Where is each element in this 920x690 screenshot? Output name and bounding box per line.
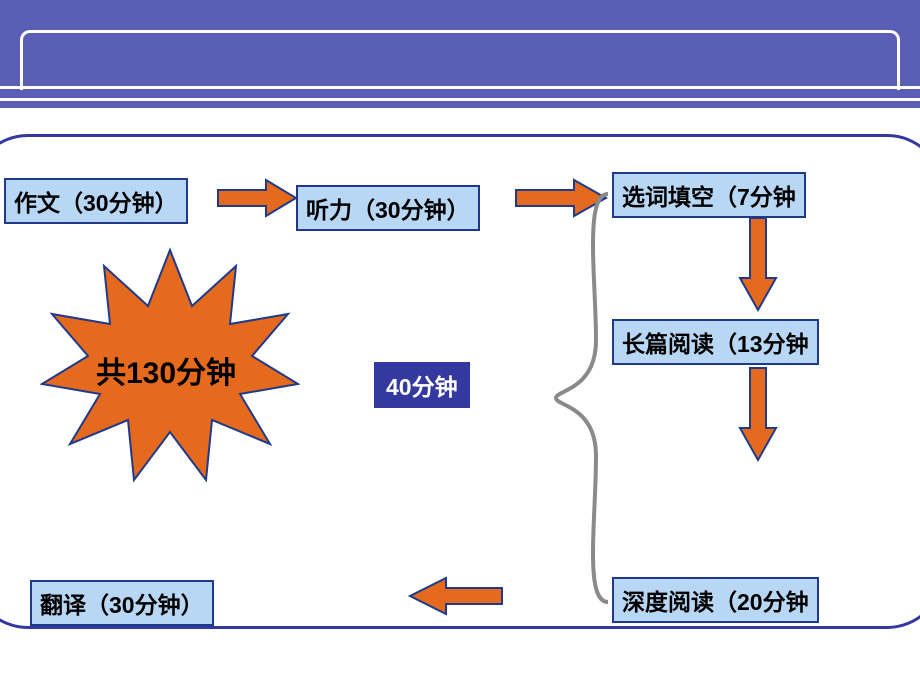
node-deepread: 深度阅读（20分钟 [612,577,819,623]
center-badge-label: 40分钟 [386,374,458,400]
arrow-blankfill-longread [738,216,778,312]
node-listening: 听力（30分钟） [296,185,480,231]
starburst: 共130分钟 [40,244,300,488]
node-translate-label: 翻译（30分钟） [40,592,204,618]
node-writing-label: 作文（30分钟） [14,190,178,216]
node-longread-label: 长篇阅读（13分钟 [622,331,809,357]
starburst-label: 共130分钟 [96,348,236,392]
node-blankfill: 选词填空（7分钟 [612,172,806,218]
node-deepread-label: 深度阅读（20分钟 [622,589,809,615]
center-badge: 40分钟 [374,362,470,408]
arrow-writing-listening [216,178,298,218]
arrow-longread-deepread [738,366,778,462]
brace [554,190,610,606]
node-longread: 长篇阅读（13分钟 [612,319,819,365]
node-listening-label: 听力（30分钟） [306,197,470,223]
node-translate: 翻译（30分钟） [30,580,214,626]
node-blankfill-label: 选词填空（7分钟 [622,184,796,210]
node-writing: 作文（30分钟） [4,178,188,224]
header-inner-box [20,30,900,90]
header-line-2 [0,98,920,101]
arrow-deepread-translate [406,576,504,616]
